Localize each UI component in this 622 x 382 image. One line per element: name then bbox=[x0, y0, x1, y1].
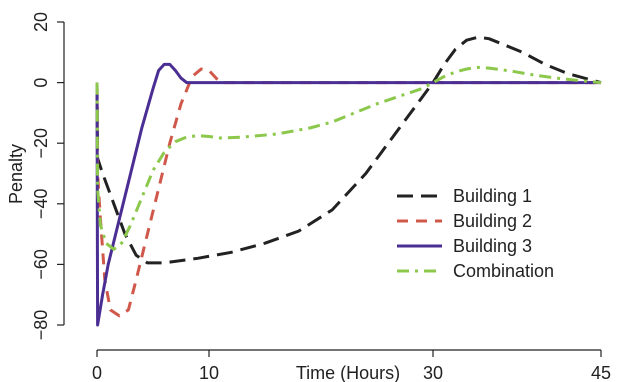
x-tick-label: 30 bbox=[423, 363, 443, 382]
y-axis: 20 0 −20 −40 −60 −80 Penalty bbox=[6, 12, 65, 340]
series-lines bbox=[95, 35, 602, 327]
legend-label: Building 1 bbox=[453, 186, 532, 206]
series-line-building-3 bbox=[95, 62, 601, 327]
y-tick-label: 20 bbox=[31, 12, 51, 32]
y-tick-label: −60 bbox=[31, 249, 51, 280]
legend: Building 1 Building 2 Building 3 Combinatio… bbox=[397, 186, 554, 281]
x-axis-title: Time (Hours) bbox=[296, 363, 400, 382]
y-tick-label: 0 bbox=[31, 78, 51, 88]
x-ticks: 0 10 30 45 bbox=[92, 350, 611, 382]
y-tick-label: −40 bbox=[31, 189, 51, 220]
y-ticks: 20 0 −20 −40 −60 −80 bbox=[31, 12, 64, 340]
legend-label: Building 2 bbox=[453, 211, 532, 231]
y-tick-label: −80 bbox=[31, 310, 51, 341]
legend-label: Building 3 bbox=[453, 236, 532, 256]
x-tick-label: 45 bbox=[591, 363, 611, 382]
series-line-building-2 bbox=[95, 67, 601, 318]
series-line-combination bbox=[95, 65, 602, 251]
plot-area bbox=[95, 35, 602, 327]
x-axis: 0 10 30 45 Time (Hours) bbox=[92, 349, 611, 382]
y-axis-title: Penalty bbox=[6, 144, 26, 204]
legend-label: Combination bbox=[453, 261, 554, 281]
series-line-building-1 bbox=[95, 35, 602, 265]
x-tick-label: 0 bbox=[92, 363, 102, 382]
x-tick-label: 10 bbox=[199, 363, 219, 382]
y-tick-label: −20 bbox=[31, 128, 51, 159]
